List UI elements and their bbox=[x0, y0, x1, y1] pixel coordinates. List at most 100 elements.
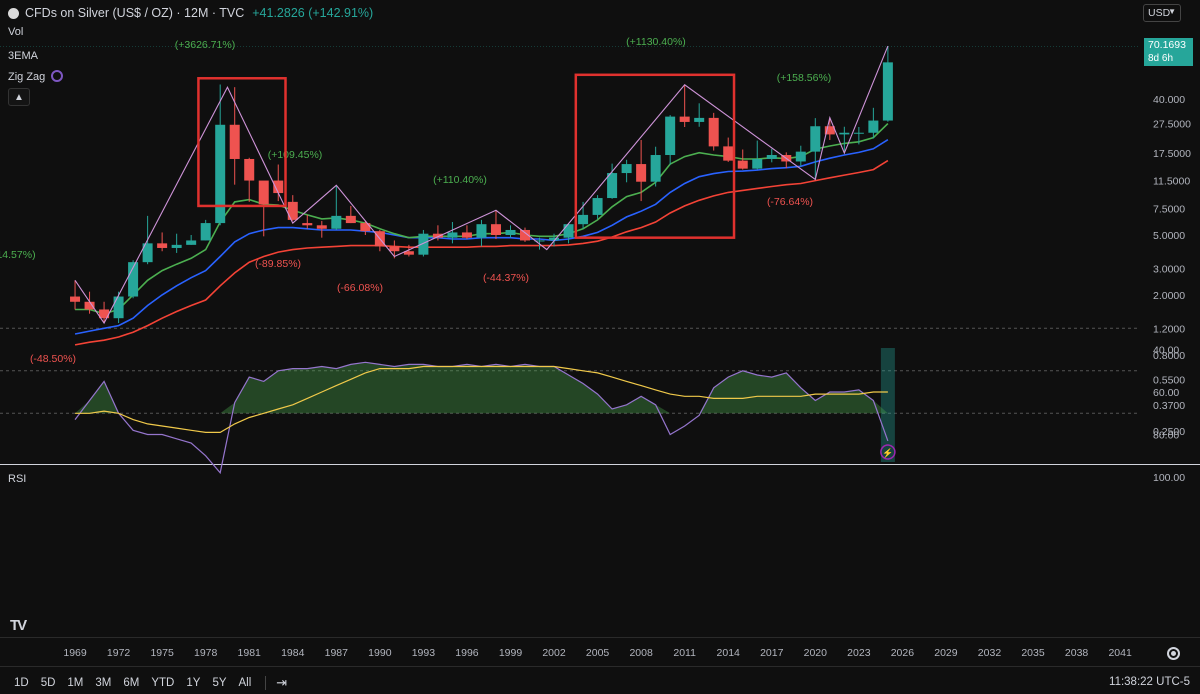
timeframe-1d[interactable]: 1D bbox=[14, 677, 29, 689]
candle-body bbox=[592, 198, 603, 215]
volume-bar bbox=[880, 348, 895, 462]
timeframe-1y[interactable]: 1Y bbox=[186, 677, 201, 689]
time-tick-label: 2017 bbox=[760, 647, 784, 659]
time-tick-label: 2008 bbox=[629, 647, 653, 659]
candle-body bbox=[578, 214, 589, 225]
candle-body bbox=[737, 160, 748, 169]
zigzag-percent-label: (-44.37%) bbox=[483, 272, 529, 284]
candle-body bbox=[708, 117, 719, 147]
time-tick-label: 1969 bbox=[63, 647, 87, 659]
currency-dropdown[interactable]: USD ▼ bbox=[1143, 4, 1181, 22]
candle-body bbox=[287, 201, 298, 220]
candle-body bbox=[563, 224, 574, 238]
candle-body bbox=[461, 232, 472, 238]
time-tick-label: 2023 bbox=[847, 647, 871, 659]
candle-body bbox=[795, 151, 806, 162]
candle-body bbox=[142, 243, 153, 263]
candle-body bbox=[157, 243, 168, 248]
indicator-rsi[interactable]: RSI bbox=[8, 473, 27, 485]
candle-body bbox=[171, 244, 182, 248]
candle-body bbox=[679, 116, 690, 122]
clock[interactable]: 11:38:22 UTC-5 bbox=[1109, 676, 1190, 688]
candle-body bbox=[636, 164, 647, 182]
price-change: +41.2826 (+142.91%) bbox=[252, 6, 374, 20]
indicator-vol[interactable]: Vol bbox=[8, 26, 24, 38]
symbol-logo-icon bbox=[8, 7, 19, 19]
candle-body bbox=[200, 223, 211, 241]
time-tick-label: 1993 bbox=[412, 647, 436, 659]
lightning-icon bbox=[880, 444, 896, 460]
chevron-down-icon: ▼ bbox=[1168, 7, 1176, 16]
candle-body bbox=[665, 116, 676, 156]
timeframe-1m[interactable]: 1M bbox=[67, 677, 84, 689]
candle-body bbox=[723, 146, 734, 161]
candle-body bbox=[824, 126, 835, 135]
annotation-box bbox=[197, 77, 287, 208]
candle-body bbox=[447, 232, 458, 238]
candle-body bbox=[490, 224, 501, 235]
candle-body bbox=[258, 180, 269, 205]
timeframe-6m[interactable]: 6M bbox=[123, 677, 140, 689]
candle-body bbox=[694, 117, 705, 122]
candle-body bbox=[302, 223, 313, 226]
time-tick-label: 2011 bbox=[673, 647, 696, 659]
symbol-title[interactable]: CFDs on Silver (US$ / OZ) · 12M · TVC bbox=[25, 6, 245, 20]
candle-body bbox=[403, 251, 414, 255]
zigzag-percent-label: (+109.45%) bbox=[268, 149, 323, 161]
last-price-badge: 70.1693 8d 6h bbox=[1144, 38, 1193, 66]
timeframe-5d[interactable]: 5D bbox=[40, 677, 56, 689]
price-tick-label: 40.000 bbox=[1153, 94, 1185, 106]
candle-body bbox=[84, 301, 95, 310]
collapse-indicators-button[interactable]: ▲ bbox=[8, 88, 30, 106]
time-tick-label: 2032 bbox=[978, 647, 1002, 659]
date-range-icon[interactable]: ⇥ bbox=[276, 675, 288, 690]
candle-body bbox=[607, 173, 618, 199]
candle-body bbox=[70, 296, 81, 302]
candle-body bbox=[418, 233, 429, 255]
chevron-up-icon: ▲ bbox=[14, 91, 24, 103]
candle-body bbox=[345, 215, 356, 224]
candle-body bbox=[839, 132, 850, 135]
zigzag-percent-label: (+1130.40%) bbox=[626, 36, 686, 48]
candle-body bbox=[229, 124, 240, 159]
candle-body bbox=[766, 155, 777, 159]
indicator-zigzag[interactable]: Zig Zag bbox=[8, 70, 64, 83]
price-tick-label: 5.0000 bbox=[1153, 230, 1185, 242]
time-tick-label: 2020 bbox=[804, 647, 828, 659]
candle-body bbox=[650, 155, 661, 182]
candle-body bbox=[476, 224, 487, 238]
time-tick-label: 1996 bbox=[455, 647, 479, 659]
ema-red-line bbox=[74, 159, 889, 346]
bottom-toolbar: 1D 5D 1M 3M 6M YTD 1Y 5Y All ⇥ 11:38:22 … bbox=[0, 672, 1200, 694]
lightning-glyph: ⚡ bbox=[882, 447, 893, 459]
candle-body bbox=[882, 62, 893, 121]
bar-countdown: 8d 6h bbox=[1148, 53, 1174, 64]
candle-body bbox=[113, 296, 124, 319]
timeframe-5y[interactable]: 5Y bbox=[212, 677, 227, 689]
price-tick-label: 17.5000 bbox=[1153, 148, 1191, 160]
rsi-overbought-fill bbox=[75, 362, 888, 414]
timeframe-3m[interactable]: 3M bbox=[95, 677, 112, 689]
timeframe-ytd[interactable]: YTD bbox=[151, 677, 175, 689]
time-tick-label: 2035 bbox=[1021, 647, 1045, 659]
candle-body bbox=[868, 120, 879, 133]
price-tick-label: 0.5500 bbox=[1153, 374, 1185, 386]
time-tick-label: 1990 bbox=[368, 647, 392, 659]
time-tick-label: 1981 bbox=[238, 647, 262, 659]
indicator-ema[interactable]: 3EMA bbox=[8, 50, 38, 62]
candle-body bbox=[505, 229, 516, 235]
candle-body bbox=[621, 164, 632, 174]
candle-body bbox=[273, 180, 284, 194]
time-tick-label: 2002 bbox=[542, 647, 566, 659]
candle-body bbox=[331, 215, 342, 229]
price-tick-label: 3.0000 bbox=[1153, 263, 1185, 275]
settings-gear-icon[interactable] bbox=[1167, 647, 1180, 660]
last-price-value: 70.1693 bbox=[1148, 39, 1186, 51]
candle-body bbox=[549, 237, 560, 241]
timeframe-all[interactable]: All bbox=[238, 677, 252, 689]
rsi-tick-label: 80.00 bbox=[1153, 430, 1179, 442]
price-tick-label: 7.5000 bbox=[1153, 203, 1185, 215]
